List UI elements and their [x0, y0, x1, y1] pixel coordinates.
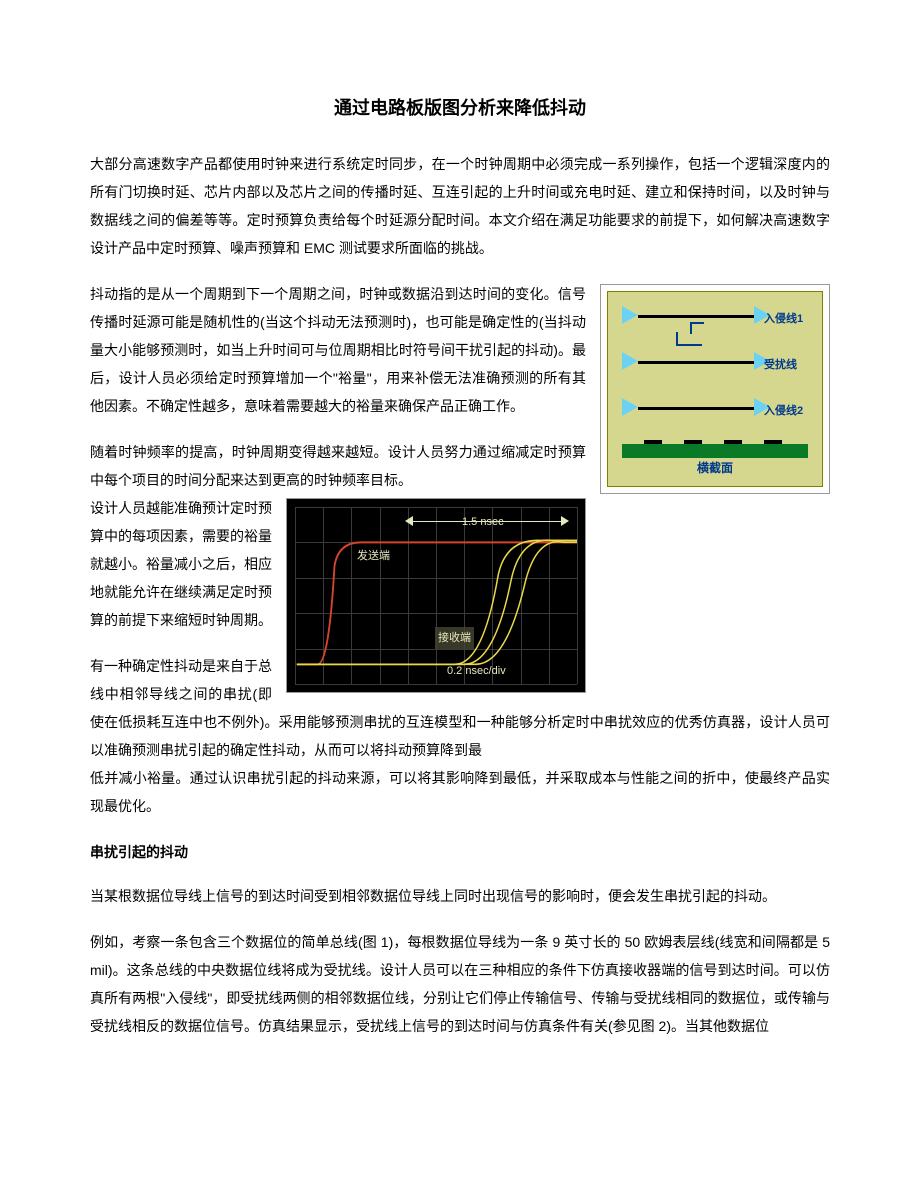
fig1-label-victim: 受扰线 — [764, 354, 808, 376]
fig1-label-aggressor2: 入侵线2 — [764, 400, 808, 422]
page-title: 通过电路板版图分析来降低抖动 — [90, 90, 830, 126]
figure-1-bus-diagram: 入侵线1 受扰线 入侵线2 横截面 — [600, 284, 830, 494]
driver-icon — [622, 306, 638, 324]
fig2-recv-label: 接收端 — [435, 627, 474, 649]
fig2-send-label: 发送端 — [357, 545, 390, 567]
step-waveform-icon — [676, 332, 702, 346]
section-heading-crosstalk: 串扰引起的抖动 — [90, 838, 830, 866]
fig2-x-label: 0.2 nsec/div — [447, 660, 506, 682]
fig1-label-aggressor1: 入侵线1 — [764, 308, 808, 330]
paragraph-intro: 大部分高速数字产品都使用时钟来进行系统定时同步，在一个时钟周期中必须完成一系列操… — [90, 150, 830, 262]
paragraph-example: 例如，考察一条包含三个数据位的简单总线(图 1)，每根数据位导线为一条 9 英寸… — [90, 928, 830, 1040]
paragraph-crosstalk-def: 当某根数据位导线上信号的到达时间受到相邻数据位导线上同时出现信号的影响时，便会发… — [90, 882, 830, 910]
scope-grid — [295, 507, 577, 684]
fig1-label-cross: 横截面 — [608, 456, 822, 480]
driver-icon — [622, 352, 638, 370]
fig2-span-label: 1.5 nsec — [462, 511, 504, 533]
driver-icon — [622, 398, 638, 416]
figure-2-scope-plot: 1.5 nsec 发送端 接收端 0.2 nsec/div — [286, 498, 586, 693]
paragraph-deterministic-b: 低并减小裕量。通过认识串扰引起的抖动来源，可以将其影响降到最低，并采取成本与性能… — [90, 764, 830, 820]
